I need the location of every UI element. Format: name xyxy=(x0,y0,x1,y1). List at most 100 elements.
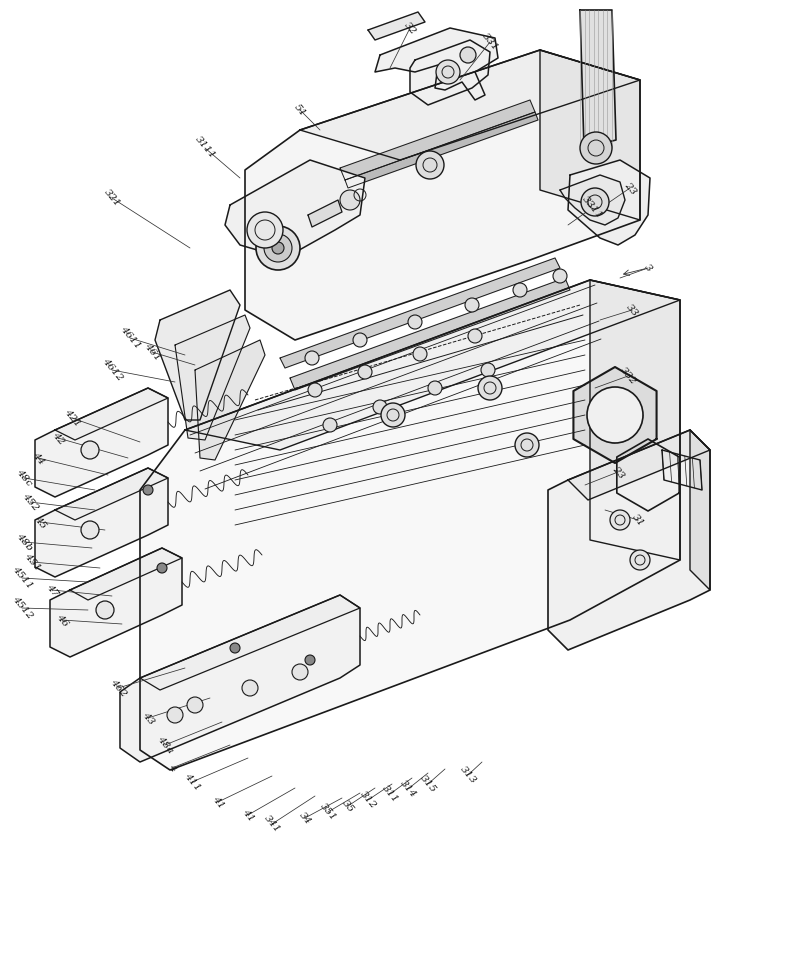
Text: 411: 411 xyxy=(182,771,202,792)
Circle shape xyxy=(413,347,427,361)
Circle shape xyxy=(272,242,284,254)
Circle shape xyxy=(381,403,405,427)
Polygon shape xyxy=(368,12,425,40)
Circle shape xyxy=(358,365,372,379)
Circle shape xyxy=(553,269,567,283)
Polygon shape xyxy=(35,468,168,577)
Circle shape xyxy=(167,707,183,723)
Polygon shape xyxy=(574,367,657,463)
Polygon shape xyxy=(617,439,679,511)
Text: 332: 332 xyxy=(618,365,638,387)
Text: 315: 315 xyxy=(418,773,438,794)
Polygon shape xyxy=(195,340,265,460)
Text: 451: 451 xyxy=(22,551,42,573)
Polygon shape xyxy=(345,112,538,188)
Polygon shape xyxy=(50,548,182,657)
Circle shape xyxy=(187,697,203,713)
Circle shape xyxy=(581,188,609,216)
Text: 421: 421 xyxy=(62,408,82,429)
Circle shape xyxy=(96,601,114,619)
Text: 313: 313 xyxy=(458,764,478,786)
Text: 4511: 4511 xyxy=(10,565,34,591)
Polygon shape xyxy=(70,548,182,600)
Polygon shape xyxy=(568,430,710,500)
Text: 4612: 4612 xyxy=(100,357,124,383)
Circle shape xyxy=(305,351,319,365)
Circle shape xyxy=(242,680,258,696)
Text: 44: 44 xyxy=(30,450,46,466)
Text: 314: 314 xyxy=(398,779,418,799)
Circle shape xyxy=(408,315,422,329)
Circle shape xyxy=(81,441,99,459)
Text: 452: 452 xyxy=(20,492,40,513)
Text: 4611: 4611 xyxy=(118,325,142,351)
Polygon shape xyxy=(290,278,570,390)
Text: 461: 461 xyxy=(142,341,162,362)
Circle shape xyxy=(81,521,99,539)
Circle shape xyxy=(587,387,643,443)
Polygon shape xyxy=(375,28,498,100)
Polygon shape xyxy=(55,468,168,520)
Circle shape xyxy=(428,381,442,395)
Text: 3311: 3311 xyxy=(580,195,604,221)
Polygon shape xyxy=(568,160,650,245)
Text: 462: 462 xyxy=(108,678,128,699)
Text: 46: 46 xyxy=(54,612,70,628)
Polygon shape xyxy=(560,175,625,225)
Text: 42: 42 xyxy=(50,430,66,446)
Text: 45: 45 xyxy=(32,514,48,530)
Text: 34: 34 xyxy=(298,810,313,826)
Text: 23: 23 xyxy=(622,180,638,196)
Text: 48a: 48a xyxy=(155,735,174,756)
Text: 48b: 48b xyxy=(14,531,34,552)
Polygon shape xyxy=(140,595,360,690)
Polygon shape xyxy=(300,50,640,160)
Circle shape xyxy=(513,283,527,297)
Text: 321: 321 xyxy=(102,187,122,208)
Polygon shape xyxy=(540,50,640,220)
Text: 4: 4 xyxy=(166,763,178,773)
Circle shape xyxy=(468,329,482,343)
Polygon shape xyxy=(690,430,710,590)
Text: 311: 311 xyxy=(380,784,400,805)
Text: 51: 51 xyxy=(292,102,308,118)
Polygon shape xyxy=(185,280,680,450)
Text: 3111: 3111 xyxy=(193,135,217,161)
Text: 32: 32 xyxy=(402,20,418,36)
Circle shape xyxy=(481,363,495,377)
Polygon shape xyxy=(548,430,710,650)
Polygon shape xyxy=(35,388,168,497)
Polygon shape xyxy=(662,450,702,490)
Circle shape xyxy=(143,485,153,495)
Circle shape xyxy=(478,376,502,400)
Polygon shape xyxy=(245,50,640,340)
Polygon shape xyxy=(340,100,535,180)
Circle shape xyxy=(436,60,460,84)
Text: 23: 23 xyxy=(610,464,626,480)
Text: 47: 47 xyxy=(44,582,60,598)
Text: 41: 41 xyxy=(240,807,256,823)
Circle shape xyxy=(465,298,479,312)
Circle shape xyxy=(256,226,300,270)
Circle shape xyxy=(580,132,612,164)
Polygon shape xyxy=(175,315,250,440)
Text: 31: 31 xyxy=(630,512,646,528)
Circle shape xyxy=(340,190,360,210)
Polygon shape xyxy=(140,280,680,770)
Circle shape xyxy=(323,418,337,432)
Polygon shape xyxy=(590,280,680,560)
Text: 48c: 48c xyxy=(14,468,34,488)
Circle shape xyxy=(630,550,650,570)
Polygon shape xyxy=(120,595,360,762)
Circle shape xyxy=(353,333,367,347)
Polygon shape xyxy=(308,200,342,227)
Text: 331: 331 xyxy=(480,32,500,52)
Polygon shape xyxy=(580,10,616,148)
Text: 43: 43 xyxy=(140,710,156,726)
Circle shape xyxy=(230,643,240,653)
Text: 35: 35 xyxy=(340,798,356,814)
Polygon shape xyxy=(55,388,168,440)
Circle shape xyxy=(515,433,539,457)
Text: 312: 312 xyxy=(358,790,378,811)
Circle shape xyxy=(610,510,630,530)
